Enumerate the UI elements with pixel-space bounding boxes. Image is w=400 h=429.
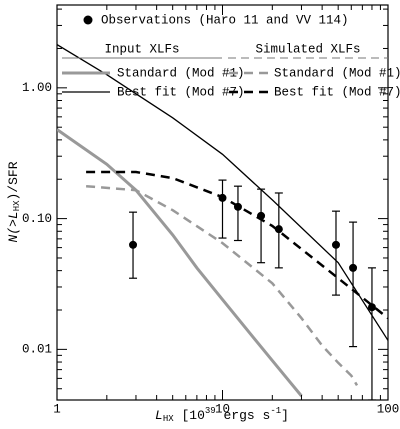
x-tick-label: 100 [377,402,400,416]
data-line [86,170,388,320]
y-label-part: N(>L [6,211,21,242]
y-tick-label: 0.01 [22,343,52,357]
legend-label: Best fit (Mod #7) [274,85,400,99]
x-label-part: L [155,408,163,423]
y-tick-label: 1.00 [22,81,52,95]
legend-group-title: Input XLFs [104,42,179,56]
x-label-part: -1 [270,406,281,416]
data-point [274,225,283,234]
x-label-part: 39 [205,406,216,416]
legend-label: Best fit (Mod #7) [117,85,245,99]
data-point [331,240,340,249]
data-line [86,184,359,387]
data-line [57,44,388,341]
legend-marker [83,15,93,25]
x-tick-label: 10 [215,402,230,416]
legend-label: Standard (Mod #1) [274,66,400,80]
legend-label: Observations (Haro 11 and VV 114) [101,13,349,27]
x-label-part: [10 [174,408,205,423]
y-axis-label: N(>LHX)/SFR [6,161,22,242]
x-axis-label: LHX [1039 ergs s-1] [155,406,289,424]
x-label-part: ] [281,408,289,423]
x-label-part: ergs s [216,408,271,423]
y-label-part: )/SFR [6,161,21,200]
legend-group-title: Simulated XLFs [255,42,360,56]
x-tick-label: 1 [53,402,61,416]
plot-area [57,44,388,400]
x-label-part: HX [163,414,174,424]
data-point [349,263,358,272]
y-label-part: HX [12,200,22,211]
y-tick-label: 0.10 [22,212,52,226]
legend-label: Standard (Mod #1) [117,66,245,80]
data-point [129,240,138,249]
